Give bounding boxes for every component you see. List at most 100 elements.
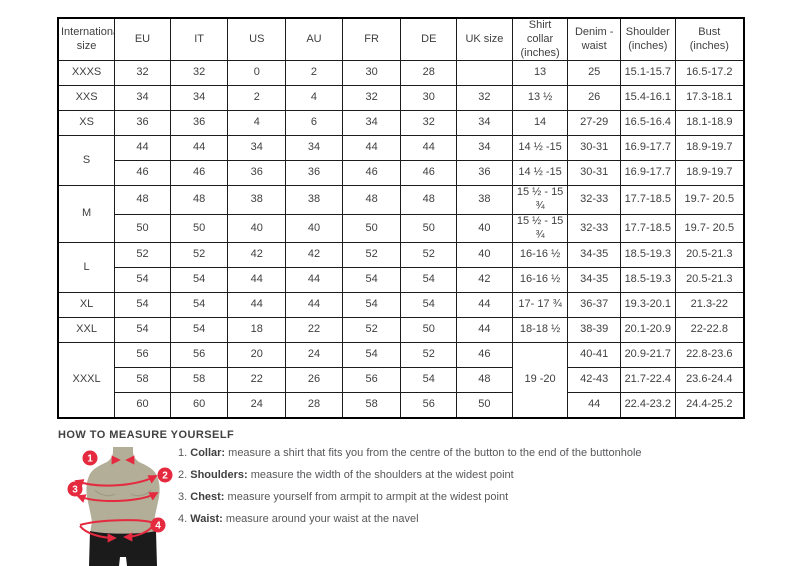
size-value-cell: 44 bbox=[456, 292, 513, 319]
size-value-cell: 54 bbox=[169, 292, 229, 319]
size-value-cell: 50 bbox=[341, 213, 402, 244]
step-label: Collar: bbox=[190, 447, 226, 459]
size-value-cell: 38-39 bbox=[567, 317, 621, 344]
size-value-cell: 34 bbox=[456, 135, 513, 162]
size-chart-body: XXXS 32 32 0 2 30 28 13 25 15.1-15.7 16.5-17.2 XXS 3… bbox=[57, 60, 745, 419]
size-value-cell: 22 bbox=[227, 367, 287, 394]
size-value-cell: 52 bbox=[341, 317, 402, 344]
size-value-cell: 26 bbox=[285, 367, 343, 394]
step-number: 3. bbox=[178, 491, 188, 503]
marker-3-badge bbox=[67, 481, 83, 497]
step-label: Waist: bbox=[190, 513, 223, 525]
size-value-cell: 44 bbox=[400, 135, 458, 162]
size-value-cell: 54 bbox=[169, 267, 229, 294]
measure-step-chest: 3. Chest: measure yourself from armpit t… bbox=[178, 491, 642, 504]
size-value-cell: 34 bbox=[456, 110, 513, 137]
size-value-cell: 42 bbox=[285, 242, 343, 269]
size-value-cell: 54 bbox=[114, 292, 171, 319]
size-value-cell: 52 bbox=[400, 242, 458, 269]
marker-1-number: 1 bbox=[87, 454, 93, 465]
size-value-cell: 48 bbox=[169, 185, 229, 215]
size-row: XXXS 32 32 0 2 30 28 13 25 15.1-15.7 16.5-17.2 bbox=[57, 60, 745, 87]
size-value-cell: 34-35 bbox=[567, 267, 621, 294]
international-size-cell: S bbox=[57, 135, 116, 187]
size-value-cell: 20 bbox=[227, 342, 287, 369]
size-value-cell: 34 bbox=[285, 135, 343, 162]
column-header: DE bbox=[400, 17, 458, 62]
size-value-cell: 19.3-20.1 bbox=[620, 292, 676, 319]
marker-3-number: 3 bbox=[72, 485, 78, 496]
size-value-cell: 44 bbox=[341, 135, 402, 162]
column-header: US bbox=[227, 17, 287, 62]
size-value-cell: 54 bbox=[400, 292, 458, 319]
size-value-cell: 42 bbox=[227, 242, 287, 269]
size-value-cell: 48 bbox=[400, 185, 458, 215]
size-value-cell: 48 bbox=[456, 367, 513, 394]
size-value-cell: 36 bbox=[285, 160, 343, 187]
size-value-cell: 26 bbox=[567, 85, 621, 112]
size-value-cell bbox=[456, 60, 513, 87]
marker-2-badge bbox=[157, 467, 173, 483]
size-row: XXL 54 54 18 22 52 50 44 18-18 ½ 38-39 20.1-20.9 22… bbox=[57, 317, 745, 344]
size-value-cell: 38 bbox=[285, 185, 343, 215]
measurement-mannequin-figure: 1 2 3 4 bbox=[67, 447, 173, 566]
size-value-cell: 22-22.8 bbox=[674, 317, 745, 344]
international-size-cell: XXXS bbox=[57, 60, 116, 87]
size-value-cell: 15.4-16.1 bbox=[620, 85, 676, 112]
size-value-cell: 52 bbox=[400, 342, 458, 369]
size-value-cell: 32-33 bbox=[567, 185, 621, 215]
measure-step-collar: 1. Collar: measure a shirt that fits you… bbox=[178, 447, 642, 460]
size-value-cell: 16-16 ½ bbox=[511, 267, 569, 294]
size-value-cell: 32 bbox=[456, 85, 513, 112]
size-row: XS 36 36 4 6 34 32 34 14 27-29 16.5-16.4 18.1-18.9 bbox=[57, 110, 745, 137]
size-value-cell: 52 bbox=[114, 242, 171, 269]
size-value-cell: 40 bbox=[227, 213, 287, 244]
size-value-cell: 50 bbox=[114, 213, 171, 244]
column-header: Shoulder (inches) bbox=[620, 17, 676, 62]
waist-measure-line-left bbox=[79, 525, 117, 543]
shorts bbox=[89, 531, 157, 566]
measure-step-waist: 4. Waist: measure around your waist at t… bbox=[178, 513, 642, 526]
size-row: 46 46 36 36 46 46 36 14 ½ -15 30-31 16.9-17.7 18.9… bbox=[58, 160, 745, 187]
chest-measure-line bbox=[76, 492, 159, 503]
size-value-cell: 52 bbox=[341, 242, 402, 269]
size-value-cell: 15.1-15.7 bbox=[620, 60, 676, 87]
step-number: 4. bbox=[178, 513, 188, 525]
size-value-cell: 30 bbox=[341, 60, 402, 87]
size-value-cell: 56 bbox=[341, 367, 402, 394]
size-value-cell: 30-31 bbox=[567, 135, 621, 162]
size-value-cell: 16.5-16.4 bbox=[620, 110, 676, 137]
international-size-cell: XL bbox=[57, 292, 116, 319]
measure-instructions-list: 1. Collar: measure a shirt that fits you… bbox=[178, 447, 642, 535]
size-value-cell: 34 bbox=[114, 85, 171, 112]
size-value-cell: 14 bbox=[511, 110, 569, 137]
column-header: UK size bbox=[456, 17, 513, 62]
size-value-cell: 42 bbox=[456, 267, 513, 294]
size-value-cell: 40 bbox=[456, 242, 513, 269]
size-value-cell: 14 ½ -15 bbox=[511, 135, 569, 162]
size-value-cell: 54 bbox=[114, 317, 171, 344]
size-row: XXXL 56 56 20 24 54 52 46 19 -20 40-41 20.9-21.7 22… bbox=[57, 342, 745, 419]
size-value-cell: 19.7- 20.5 bbox=[674, 213, 745, 244]
size-value-cell: 18.9-19.7 bbox=[674, 160, 745, 187]
international-size-cell: XXS bbox=[57, 85, 116, 112]
size-value-cell: 32 bbox=[400, 110, 458, 137]
size-value-cell: 44 bbox=[169, 135, 229, 162]
size-value-cell: 50 bbox=[400, 317, 458, 344]
column-header: EU bbox=[114, 17, 171, 62]
size-value-cell: 50 bbox=[400, 213, 458, 244]
step-text: measure a shirt that fits you from the c… bbox=[228, 447, 642, 459]
step-label: Shoulders: bbox=[190, 469, 248, 481]
size-value-cell: 58 bbox=[169, 367, 229, 394]
international-size-cell: XXL bbox=[57, 317, 116, 344]
size-value-cell: 20.5-21.3 bbox=[674, 267, 745, 294]
size-value-cell: 17.7-18.5 bbox=[620, 213, 676, 244]
size-value-cell: 2 bbox=[227, 85, 287, 112]
size-value-cell: 46 bbox=[341, 160, 402, 187]
size-row: 60 60 24 28 58 56 50 44 22.4-23.2 24.4-25.2 bbox=[58, 392, 745, 419]
size-value-cell: 34 bbox=[341, 110, 402, 137]
size-value-cell: 21.7-22.4 bbox=[620, 367, 676, 394]
